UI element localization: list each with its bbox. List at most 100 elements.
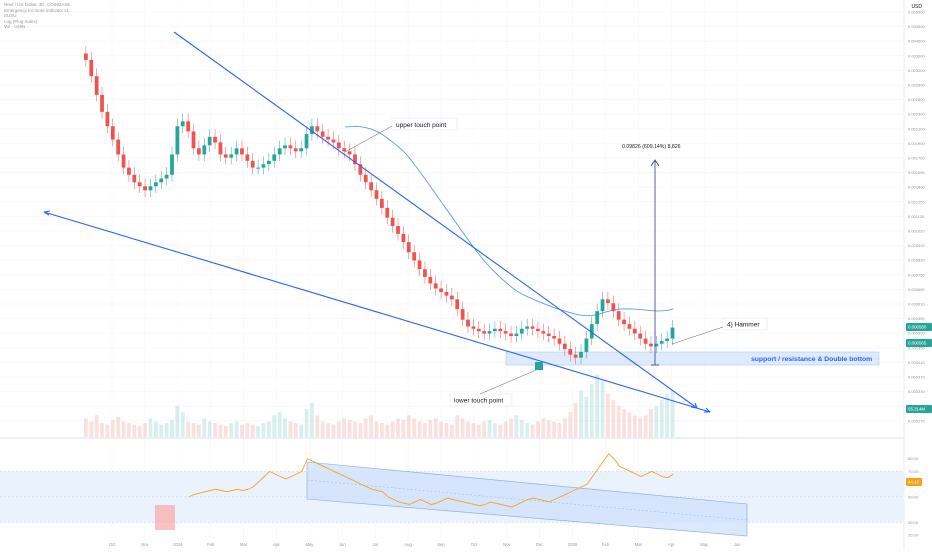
candle-body [412, 252, 417, 261]
volume-bar [143, 423, 147, 437]
candle-body [213, 136, 217, 143]
candle-body [493, 328, 497, 332]
candle-body [202, 145, 207, 155]
price-tick-label: 0.000270 [908, 418, 925, 423]
candle-body [299, 148, 304, 152]
volume-bar [153, 421, 158, 437]
candle-body [573, 354, 578, 358]
countdown-price-tag: 0.000565 [908, 341, 927, 346]
volume-bar [110, 419, 115, 437]
zone-layer [505, 351, 880, 366]
time-tick-label: May [700, 542, 709, 547]
volume-bar [369, 415, 374, 437]
volume-bar [105, 424, 110, 437]
candle-body [326, 136, 330, 140]
axis-layer: 0.005000 0.004500 0.004000 0.003600 0.003200… [109, 10, 932, 547]
candle-body [315, 126, 320, 132]
time-tick-label: Oct [471, 542, 478, 547]
volume-bar [363, 418, 368, 437]
volume-bar [466, 421, 470, 437]
volume-bar [519, 419, 524, 437]
price-tick-label: 0.003600 [908, 53, 925, 58]
lower-touch-callout [449, 393, 513, 407]
candle-body [649, 343, 653, 347]
volume-bar [180, 412, 185, 437]
volume-bar [84, 418, 88, 437]
candle-body [541, 331, 546, 334]
grid-layer [0, 0, 905, 550]
candle-body [455, 299, 460, 310]
candle-body [369, 182, 374, 191]
lower-trendline [43, 211, 711, 413]
volume-bar [100, 423, 104, 437]
time-tick-label: Apr [668, 542, 675, 547]
rsi-tick-label: 70.00 [908, 469, 919, 474]
volume-bar [514, 415, 519, 437]
candle-body [579, 351, 583, 358]
candle-body [439, 288, 443, 293]
price-tick-label: 0.000680 [908, 287, 925, 292]
price-tick-label: 0.001700 [908, 156, 925, 161]
volume-bar [406, 415, 411, 437]
lower-touch-pointer [479, 367, 542, 395]
candle-body [256, 167, 260, 169]
volume-bar [191, 423, 196, 437]
candle-body [406, 242, 411, 253]
candle-body [562, 343, 567, 350]
candle-body [498, 328, 503, 332]
candle-body [665, 338, 670, 342]
candle-body [568, 349, 573, 355]
candle-body [643, 338, 648, 344]
volume-bar [326, 423, 330, 437]
volume-bar [234, 421, 239, 437]
support-zone-label: support / resistance & Double bottom [751, 356, 872, 363]
volume-bar [89, 421, 94, 437]
volume-bar [525, 423, 530, 437]
volume-bar [213, 423, 217, 437]
time-tick-label: Mar [240, 542, 248, 547]
lower-touch-marker [535, 362, 543, 370]
volume-bar [175, 406, 180, 437]
volume-bar [455, 415, 460, 437]
volume-bar [396, 418, 400, 437]
candle-body [584, 338, 589, 352]
legend-title: Reef / US Dollar, 3D, COINBASE [4, 2, 71, 7]
volume-bar [229, 423, 234, 437]
currency-label[interactable]: USD [911, 4, 922, 10]
candle-body [170, 154, 174, 175]
candle-body [466, 319, 470, 327]
time-tick-label: Apr [273, 542, 280, 547]
volume-bar [654, 406, 659, 437]
volume-bar [552, 421, 556, 437]
candle-body [476, 328, 481, 332]
price-tick-label: 0.000410 [908, 360, 925, 365]
legend-line-5: Vol · UNIN [4, 24, 26, 30]
candle-body [137, 182, 142, 187]
rsi-tick-label: 80.00 [908, 456, 919, 461]
candle-body [503, 331, 508, 334]
candle-body [105, 111, 110, 127]
candle-body [197, 148, 201, 155]
volume-bar [600, 381, 605, 437]
volume-bar [476, 424, 481, 437]
volume-bar [606, 393, 610, 437]
hammer-callout [722, 317, 768, 331]
candle-body [159, 178, 164, 183]
candle-body [616, 311, 621, 320]
candle-body [288, 145, 293, 149]
price-tick-label: 0.000920 [908, 243, 925, 248]
volume-bar [487, 419, 492, 437]
candle-body [530, 326, 535, 329]
volume-bar [493, 423, 497, 437]
countdown-label: 1d 13h [908, 347, 919, 351]
volume-bar [579, 390, 583, 437]
candle-body [471, 326, 476, 329]
candle-body [514, 333, 519, 337]
price-tick-label: 0.004500 [908, 24, 925, 29]
upper-touch-pointer [344, 125, 393, 153]
time-tick-label: Oct [109, 542, 116, 547]
candle-body [627, 324, 632, 329]
volume-bar [137, 426, 142, 437]
